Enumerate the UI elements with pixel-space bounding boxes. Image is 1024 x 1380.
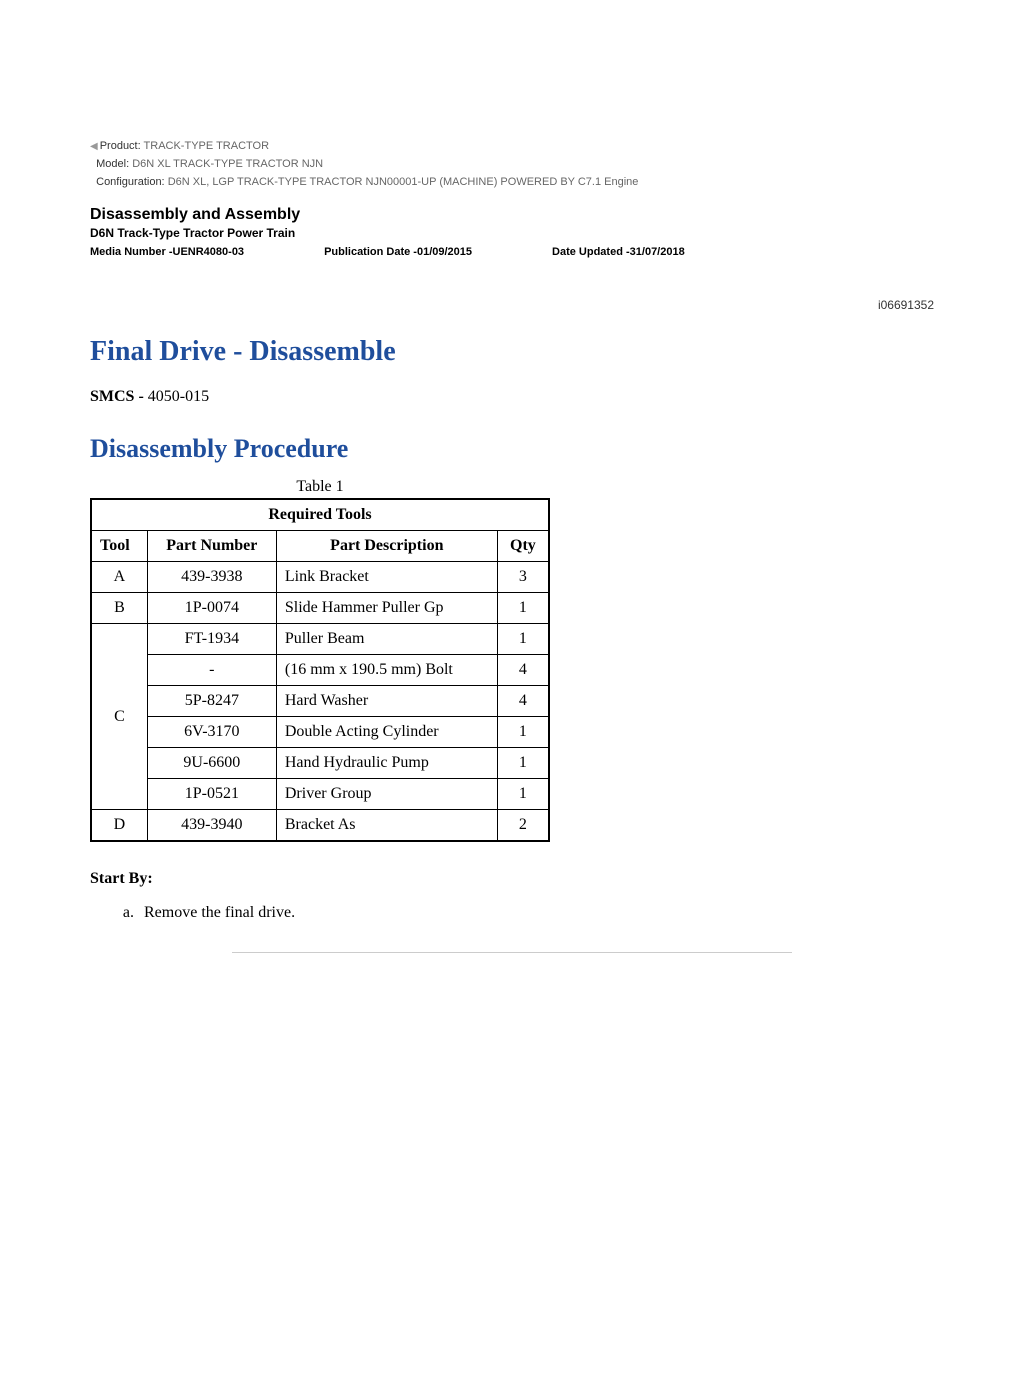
cell-desc: Bracket As	[276, 810, 497, 842]
table-title-row: Required Tools	[91, 499, 549, 531]
section-heading: Disassembly Procedure	[90, 434, 934, 464]
cell-qty: 1	[497, 624, 549, 655]
product-line: ◀Product: TRACK-TYPE TRACTOR	[90, 140, 934, 152]
cell-pn: -	[147, 655, 276, 686]
table-row: 9U-6600 Hand Hydraulic Pump 1	[91, 748, 549, 779]
cell-pn: 6V-3170	[147, 717, 276, 748]
cell-qty: 4	[497, 686, 549, 717]
table-row: 1P-0521 Driver Group 1	[91, 779, 549, 810]
cell-qty: 1	[497, 779, 549, 810]
table-row: 6V-3170 Double Acting Cylinder 1	[91, 717, 549, 748]
smcs-label: SMCS -	[90, 388, 144, 405]
cell-desc: Puller Beam	[276, 624, 497, 655]
cell-pn: 1P-0521	[147, 779, 276, 810]
table-row: 5P-8247 Hard Washer 4	[91, 686, 549, 717]
col-qty: Qty	[497, 531, 549, 562]
doc-section-title: Disassembly and Assembly	[90, 206, 934, 224]
cell-desc: Double Acting Cylinder	[276, 717, 497, 748]
smcs-line: SMCS - 4050-015	[90, 388, 934, 406]
product-label: Product:	[100, 140, 141, 152]
col-part-description: Part Description	[276, 531, 497, 562]
start-by-list: Remove the final drive.	[90, 904, 934, 922]
config-label: Configuration:	[96, 176, 165, 188]
cell-qty: 1	[497, 748, 549, 779]
config-value: D6N XL, LGP TRACK-TYPE TRACTOR NJN00001-…	[168, 176, 639, 188]
cell-qty: 1	[497, 717, 549, 748]
media-number-value: UENR4080-03	[173, 246, 245, 258]
table-title: Required Tools	[91, 499, 549, 531]
model-line: Model: D6N XL TRACK-TYPE TRACTOR NJN	[90, 158, 934, 170]
pub-date-label: Publication Date -	[324, 246, 417, 258]
cell-pn: 439-3938	[147, 562, 276, 593]
page-title: Final Drive - Disassemble	[90, 336, 934, 368]
cell-tool: B	[91, 593, 147, 624]
cell-pn: 439-3940	[147, 810, 276, 842]
cell-tool: A	[91, 562, 147, 593]
smcs-value: 4050-015	[148, 388, 209, 405]
cell-tool: C	[91, 624, 147, 810]
col-part-number: Part Number	[147, 531, 276, 562]
model-value: D6N XL TRACK-TYPE TRACTOR NJN	[132, 158, 323, 170]
model-label: Model:	[96, 158, 129, 170]
list-item: Remove the final drive.	[138, 904, 934, 922]
article-id: i06691352	[90, 298, 934, 312]
cell-desc: (16 mm x 190.5 mm) Bolt	[276, 655, 497, 686]
table-caption: Table 1	[90, 478, 550, 496]
product-value: TRACK-TYPE TRACTOR	[144, 140, 270, 152]
cell-desc: Hand Hydraulic Pump	[276, 748, 497, 779]
cell-desc: Hard Washer	[276, 686, 497, 717]
table-row: - (16 mm x 190.5 mm) Bolt 4	[91, 655, 549, 686]
table-row: D 439-3940 Bracket As 2	[91, 810, 549, 842]
media-number-label: Media Number -	[90, 246, 173, 258]
publication-row: Media Number -UENR4080-03 Publication Da…	[90, 246, 934, 258]
config-line: Configuration: D6N XL, LGP TRACK-TYPE TR…	[90, 176, 934, 188]
start-by-label: Start By:	[90, 870, 934, 888]
col-tool: Tool	[91, 531, 147, 562]
publication-date: Publication Date -01/09/2015	[324, 246, 472, 258]
cell-pn: 1P-0074	[147, 593, 276, 624]
cell-qty: 3	[497, 562, 549, 593]
table-row: B 1P-0074 Slide Hammer Puller Gp 1	[91, 593, 549, 624]
media-number: Media Number -UENR4080-03	[90, 246, 244, 258]
pub-date-value: 01/09/2015	[417, 246, 472, 258]
cell-qty: 1	[497, 593, 549, 624]
doc-subtitle: D6N Track-Type Tractor Power Train	[90, 226, 934, 240]
date-updated-value: 31/07/2018	[630, 246, 685, 258]
cell-desc: Driver Group	[276, 779, 497, 810]
page-container: ◀Product: TRACK-TYPE TRACTOR Model: D6N …	[0, 0, 1024, 1013]
required-tools-table: Required Tools Tool Part Number Part Des…	[90, 498, 550, 842]
date-updated: Date Updated -31/07/2018	[552, 246, 685, 258]
cell-desc: Slide Hammer Puller Gp	[276, 593, 497, 624]
cell-qty: 4	[497, 655, 549, 686]
cell-pn: 5P-8247	[147, 686, 276, 717]
table-row: C FT-1934 Puller Beam 1	[91, 624, 549, 655]
cell-desc: Link Bracket	[276, 562, 497, 593]
date-updated-label: Date Updated -	[552, 246, 630, 258]
table-column-headers: Tool Part Number Part Description Qty	[91, 531, 549, 562]
cell-pn: FT-1934	[147, 624, 276, 655]
cell-qty: 2	[497, 810, 549, 842]
cell-pn: 9U-6600	[147, 748, 276, 779]
back-arrow-icon[interactable]: ◀	[90, 141, 98, 152]
cell-tool: D	[91, 810, 147, 842]
divider	[232, 952, 792, 953]
table-row: A 439-3938 Link Bracket 3	[91, 562, 549, 593]
